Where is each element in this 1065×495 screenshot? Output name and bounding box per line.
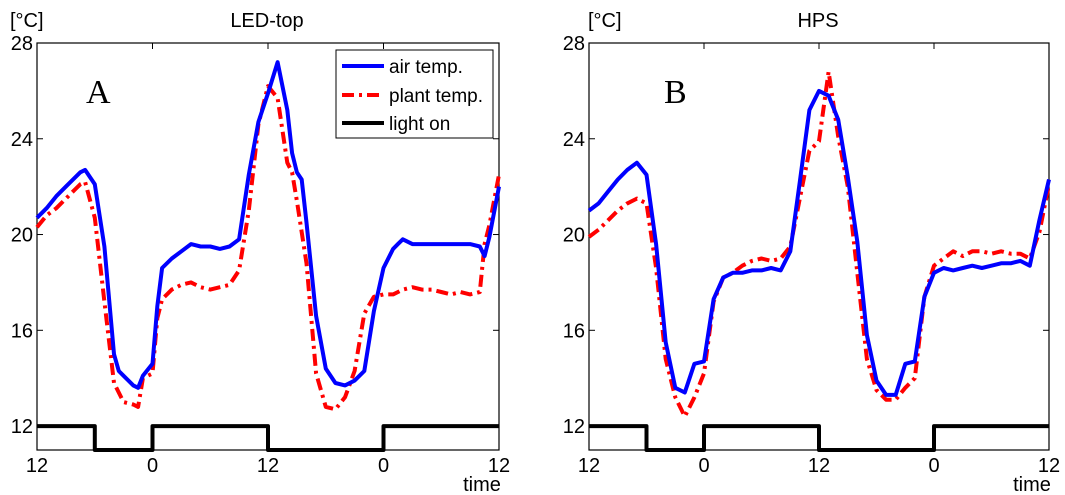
x-tick-label: 0 [147,455,158,477]
x-tick-label: 0 [378,455,389,477]
panel-hps: [°C] HPS B 12 16 20 24 28 12 0 12 0 12 time [563,10,1060,495]
x-tick-label: 0 [928,455,939,477]
y-tick-label: 24 [563,129,585,151]
x-axis-label: time [1013,474,1051,495]
series-line-air-temp [587,88,1051,397]
y-tick-label: 16 [563,320,585,342]
series-group [587,69,1051,452]
chart-title: HPS [797,10,838,32]
x-tick-label: 12 [26,455,48,477]
tick-group: 12 16 20 24 28 12 0 12 0 12 [563,33,1060,477]
panel-letter: A [86,74,111,111]
tick-group: 12 16 20 24 28 12 0 12 0 12 [11,33,510,477]
unit-label: [°C] [10,10,44,32]
y-tick-label: 12 [11,416,33,438]
y-tick-label: 24 [11,129,33,151]
x-tick-label: 12 [1038,455,1060,477]
panel-letter: B [664,74,687,111]
y-tick-label: 20 [563,225,585,247]
legend-label-light: light on [389,114,450,135]
y-tick-label: 16 [11,320,33,342]
x-tick-label: 12 [578,455,600,477]
series-group [35,60,501,452]
y-tick-label: 28 [11,33,33,55]
legend: air temp. plant temp. light on [335,49,494,139]
y-tick-label: 20 [11,225,33,247]
unit-label: [°C] [588,10,622,32]
x-tick-label: 0 [698,455,709,477]
x-tick-label: 12 [808,455,830,477]
panel-led-top: [°C] LED-top A 12 16 20 24 28 12 0 12 0 12 time a… [10,10,510,495]
y-tick-label: 12 [563,416,585,438]
series-line-light-on [37,424,499,452]
chart-title: LED-top [230,10,303,32]
legend-label-air: air temp. [389,57,463,78]
series-line-plant-temp [587,69,1051,419]
x-tick-label: 12 [257,455,279,477]
legend-label-plant: plant temp. [389,86,483,107]
x-axis-label: time [463,474,501,495]
series-line-light-on [589,424,1049,452]
x-tick-label: 12 [488,455,510,477]
series-line-air-temp [35,60,501,390]
y-tick-label: 28 [563,33,585,55]
